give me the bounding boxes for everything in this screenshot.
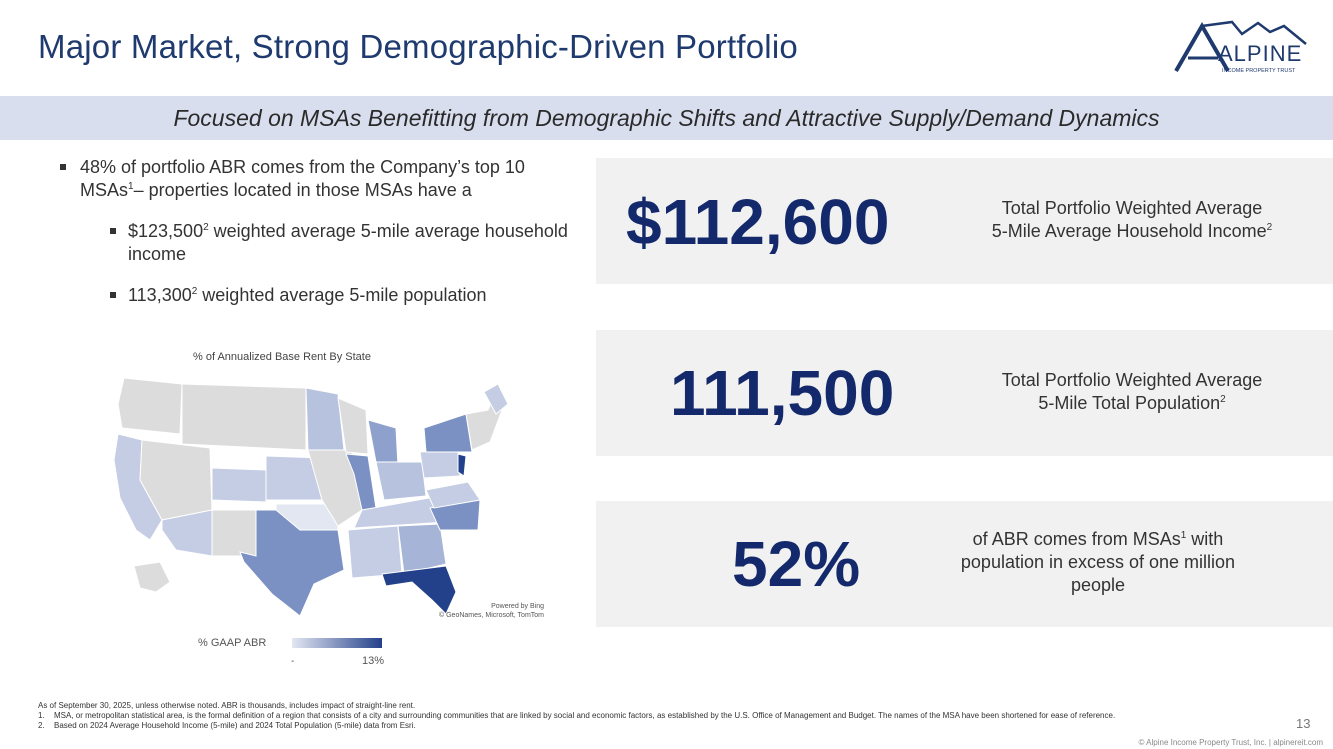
legend-max: 13% — [362, 655, 385, 667]
map-region-minnesota — [305, 387, 345, 451]
bullet-main: 48% of portfolio ABR comes from the Comp… — [60, 156, 580, 202]
map-attribution: Powered by Bing © GeoNames, Microsoft, T… — [439, 603, 544, 619]
stat-desc-abr: of ABR comes from MSAs1 with population … — [960, 529, 1236, 595]
us-state-map — [100, 370, 520, 620]
map-region-colorado — [211, 467, 267, 503]
footnote-2: 2. Based on 2024 Average Household Incom… — [38, 721, 416, 730]
stat-desc-population: Total Portfolio Weighted Average 5-Mile … — [1001, 370, 1263, 413]
map-region-florida — [381, 565, 457, 615]
map-region-wisconsin — [337, 397, 369, 455]
legend-min: - — [291, 656, 295, 667]
map-region-georgia-sc — [397, 523, 447, 575]
map-region-northwest — [117, 377, 183, 435]
stat-value-income: $112,600 — [626, 186, 890, 258]
alpine-logo: ALPINE INCOME PROPERTY TRUST — [1172, 18, 1312, 76]
stat-panel-population: 111,500 Total Portfolio Weighted Average… — [596, 330, 1333, 456]
subtitle-banner: Focused on MSAs Benefitting from Demogra… — [0, 96, 1333, 140]
map-region-virginia — [425, 481, 481, 509]
key-points: 48% of portfolio ABR comes from the Comp… — [60, 156, 580, 307]
footnote-intro: As of September 30, 2025, unless otherwi… — [38, 701, 416, 710]
map-region-maine — [483, 383, 509, 415]
bullet-square-icon — [110, 292, 116, 298]
footnote-1: 1. MSA, or metropolitan statistical area… — [38, 711, 1116, 720]
map-region-pennsylvania — [419, 449, 461, 479]
bullet-square-icon — [60, 164, 66, 170]
map-title: % of Annualized Base Rent By State — [193, 351, 371, 363]
map-region-texas — [239, 509, 345, 617]
bullet-square-icon — [110, 228, 116, 234]
copyright: © Alpine Income Property Trust, Inc. | a… — [1138, 738, 1324, 747]
legend-gradient-bar — [292, 638, 382, 648]
map-region-new-york — [423, 413, 473, 453]
page-number: 13 — [1296, 716, 1311, 731]
stat-panel-income: $112,600 Total Portfolio Weighted Averag… — [596, 158, 1333, 284]
map-region-indiana-ohio — [375, 461, 427, 501]
bullet-sub-population: 113,3002 weighted average 5-mile populat… — [60, 284, 580, 307]
stat-value-abr: 52% — [732, 528, 861, 600]
map-region-iowa-missouri — [307, 449, 363, 527]
page-title: Major Market, Strong Demographic-Driven … — [38, 28, 798, 65]
map-region-alaska — [133, 561, 171, 593]
stat-value-population: 111,500 — [670, 357, 895, 429]
map-region-mississippi-alabama — [347, 525, 403, 579]
bullet-sub-income: $123,5002 weighted average 5-mile averag… — [60, 220, 580, 266]
footnotes: As of September 30, 2025, unless otherwi… — [38, 701, 1268, 731]
map-region-new-mexico — [211, 509, 257, 557]
legend-label: % GAAP ABR — [198, 637, 267, 649]
map-region-new-jersey — [457, 453, 467, 477]
banner-text: Focused on MSAs Benefitting from Demogra… — [173, 105, 1160, 131]
stat-panel-abr: 52% of ABR comes from MSAs1 with populat… — [596, 501, 1333, 627]
map-region-arizona — [161, 509, 213, 557]
map-region-michigan — [367, 419, 399, 467]
logo-wordmark: ALPINE — [1218, 41, 1302, 66]
logo-tagline: INCOME PROPERTY TRUST — [1222, 68, 1296, 74]
stat-desc-income: Total Portfolio Weighted Average 5-Mile … — [991, 198, 1273, 241]
map-region-northern-plains — [181, 383, 307, 451]
